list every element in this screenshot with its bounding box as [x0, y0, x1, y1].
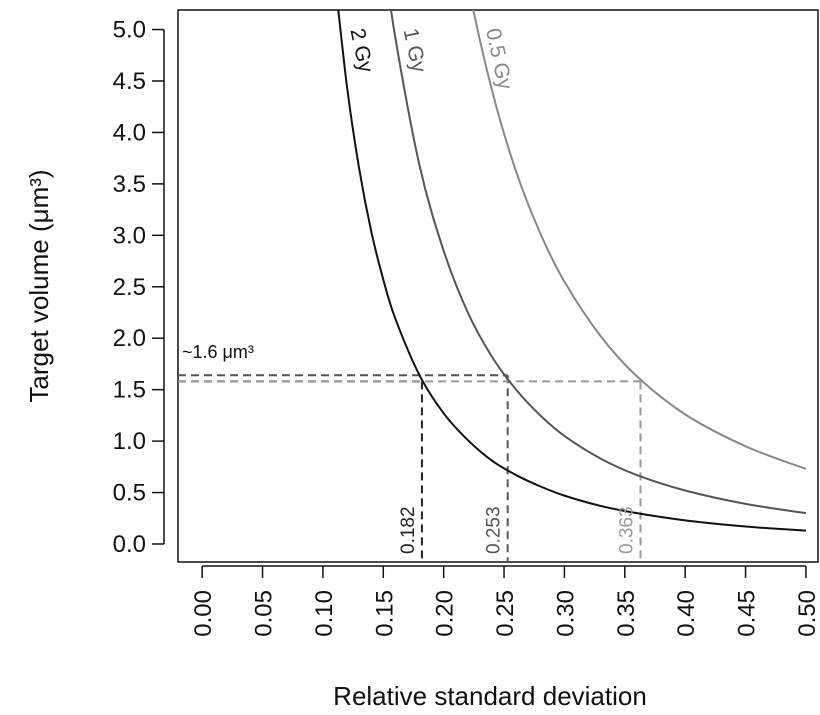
plot-area [178, 10, 807, 562]
y-tick-label: 3.5 [113, 171, 146, 198]
series-line [472, 10, 807, 470]
y-tick-label: 2.0 [113, 325, 146, 352]
annotation: ~1.6 μm³ [182, 342, 254, 362]
x-tick-label: 0.35 [613, 590, 640, 637]
y-tick-label: 5.0 [113, 17, 146, 44]
x-tick-label: 0.00 [190, 590, 217, 637]
reference-label: 0.182 [398, 506, 419, 554]
y-tick-label: 4.5 [113, 68, 146, 95]
y-tick-label: 4.0 [113, 119, 146, 146]
x-tick-label: 0.40 [673, 590, 700, 637]
y-axis-label: Target volume (μm³) [24, 169, 54, 402]
y-tick-label: 1.5 [113, 377, 146, 404]
plot-frame [177, 9, 819, 563]
reference-label: 0.363 [616, 506, 637, 554]
x-tick-label: 0.25 [492, 590, 519, 637]
reference-label: 0.253 [484, 506, 505, 554]
y-tick-label: 0.5 [113, 480, 146, 507]
series-label: 0.5 Gy [481, 26, 516, 92]
y-tick-label: 0.0 [113, 531, 146, 558]
x-tick-label: 0.05 [251, 590, 278, 637]
x-tick-label: 0.50 [794, 590, 820, 637]
series-label: 1 Gy [399, 26, 431, 75]
series-label: 2 Gy [346, 26, 378, 75]
y-tick-label: 1.0 [113, 428, 146, 455]
x-tick-label: 0.30 [552, 590, 579, 637]
x-tick-label: 0.10 [311, 590, 338, 637]
y-tick-label: 3.0 [113, 222, 146, 249]
y-tick-label: 2.5 [113, 274, 146, 301]
series-line [389, 10, 807, 515]
x-tick-label: 0.20 [432, 590, 459, 637]
x-axis-label: Relative standard deviation [333, 681, 647, 711]
series-line [337, 10, 806, 532]
x-tick-label: 0.15 [371, 590, 398, 637]
x-tick-label: 0.45 [734, 590, 761, 637]
